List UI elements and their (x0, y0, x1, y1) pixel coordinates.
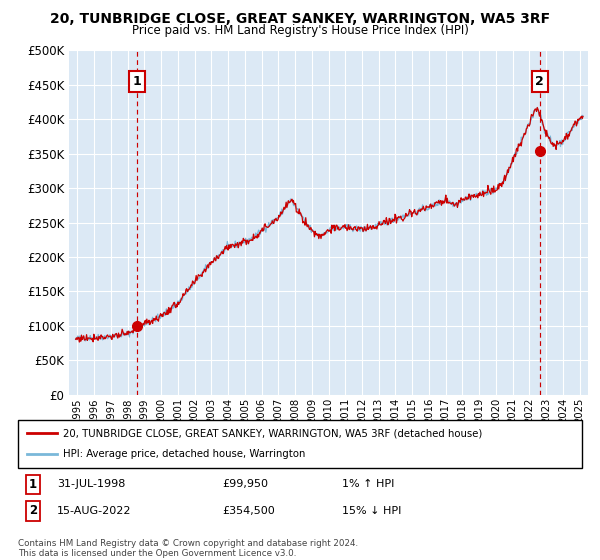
Text: £354,500: £354,500 (222, 506, 275, 516)
Text: 15-AUG-2022: 15-AUG-2022 (57, 506, 131, 516)
Text: Price paid vs. HM Land Registry's House Price Index (HPI): Price paid vs. HM Land Registry's House … (131, 24, 469, 37)
Text: £99,950: £99,950 (222, 479, 268, 489)
Text: 1% ↑ HPI: 1% ↑ HPI (342, 479, 394, 489)
Text: HPI: Average price, detached house, Warrington: HPI: Average price, detached house, Warr… (63, 449, 305, 459)
Text: 1: 1 (133, 75, 142, 88)
Text: 20, TUNBRIDGE CLOSE, GREAT SANKEY, WARRINGTON, WA5 3RF: 20, TUNBRIDGE CLOSE, GREAT SANKEY, WARRI… (50, 12, 550, 26)
Text: 31-JUL-1998: 31-JUL-1998 (57, 479, 125, 489)
Text: 15% ↓ HPI: 15% ↓ HPI (342, 506, 401, 516)
Text: 2: 2 (29, 504, 37, 517)
Text: 20, TUNBRIDGE CLOSE, GREAT SANKEY, WARRINGTON, WA5 3RF (detached house): 20, TUNBRIDGE CLOSE, GREAT SANKEY, WARRI… (63, 428, 482, 438)
Text: 1: 1 (29, 478, 37, 491)
Text: Contains HM Land Registry data © Crown copyright and database right 2024.
This d: Contains HM Land Registry data © Crown c… (18, 539, 358, 558)
Text: 2: 2 (535, 75, 544, 88)
